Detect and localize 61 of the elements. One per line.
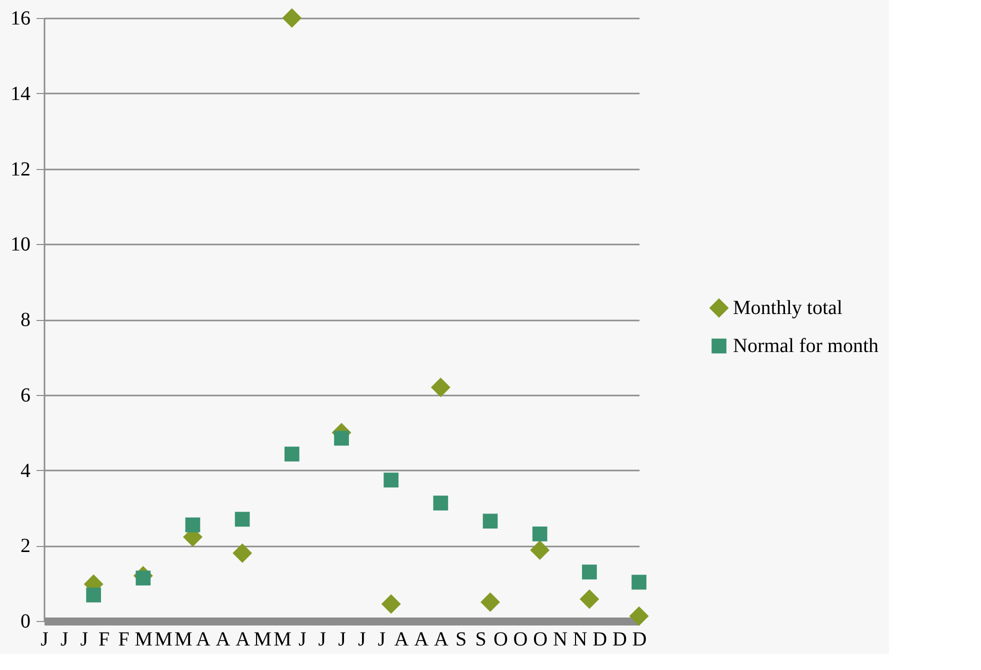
point bbox=[430, 378, 450, 398]
x-tick-label: A bbox=[394, 628, 410, 650]
x-tick-label: S bbox=[475, 628, 486, 650]
point bbox=[632, 574, 646, 590]
point bbox=[433, 496, 448, 510]
x-tick-label: J bbox=[338, 628, 346, 650]
x-tick-label: J bbox=[318, 628, 326, 650]
x-tick-label: O bbox=[533, 628, 548, 650]
y-tick-label: 14 bbox=[10, 82, 30, 105]
y-tick-label: 2 bbox=[20, 535, 30, 558]
x-tick-label: J bbox=[378, 628, 386, 650]
x-tick-label: F bbox=[118, 628, 130, 650]
y-tick-label: 12 bbox=[10, 158, 30, 180]
x-tick-label: N bbox=[572, 628, 588, 650]
point bbox=[282, 8, 302, 28]
x-tick-label: N bbox=[552, 628, 568, 650]
point bbox=[629, 606, 649, 626]
x-tick-label: J bbox=[298, 628, 306, 650]
x-tick-label: J bbox=[60, 628, 68, 650]
x-tick-label: M bbox=[254, 628, 272, 650]
point bbox=[580, 589, 600, 609]
x-tick-label: A bbox=[236, 628, 251, 650]
legend-label: Monthly total bbox=[733, 297, 843, 319]
x-tick-label: D bbox=[592, 628, 608, 650]
y-tick-label: 6 bbox=[20, 384, 30, 406]
x-tick-label: F bbox=[98, 628, 110, 650]
x-tick-label: M bbox=[154, 628, 173, 650]
x-tick-label: J bbox=[40, 628, 49, 650]
x-tick-label: M bbox=[174, 628, 192, 650]
y-tick-label: 16 bbox=[10, 8, 30, 30]
y-tick-label: 0 bbox=[20, 610, 30, 632]
point bbox=[530, 540, 550, 560]
y-tick-label: 8 bbox=[20, 309, 30, 331]
point bbox=[482, 514, 498, 529]
x-tick-label: A bbox=[434, 628, 449, 650]
x-tick-label: M bbox=[134, 628, 153, 650]
x-tick-label: J bbox=[358, 628, 366, 650]
x-tick-label: A bbox=[196, 628, 211, 650]
point bbox=[234, 512, 250, 527]
x-tick-label: A bbox=[216, 628, 231, 650]
point bbox=[232, 543, 252, 563]
x-tick-label: O bbox=[493, 628, 508, 650]
x-tick-label: D bbox=[632, 628, 647, 650]
point bbox=[381, 594, 401, 614]
point bbox=[582, 564, 597, 580]
x-tick-label: M bbox=[274, 628, 292, 650]
x-tick-label: S bbox=[455, 628, 467, 650]
point bbox=[532, 526, 548, 542]
legend-label: Normal for month bbox=[733, 335, 879, 357]
x-tick-label: J bbox=[80, 628, 88, 650]
point bbox=[334, 430, 349, 446]
point bbox=[480, 592, 500, 612]
x-tick-label: A bbox=[414, 628, 430, 650]
point bbox=[384, 472, 398, 488]
y-tick-label: 10 bbox=[10, 234, 30, 256]
y-tick-label: 4 bbox=[20, 460, 30, 482]
x-tick-label: O bbox=[513, 628, 528, 650]
point bbox=[284, 446, 300, 462]
point bbox=[86, 588, 101, 602]
point bbox=[185, 517, 200, 532]
x-tick-label: D bbox=[612, 628, 627, 650]
